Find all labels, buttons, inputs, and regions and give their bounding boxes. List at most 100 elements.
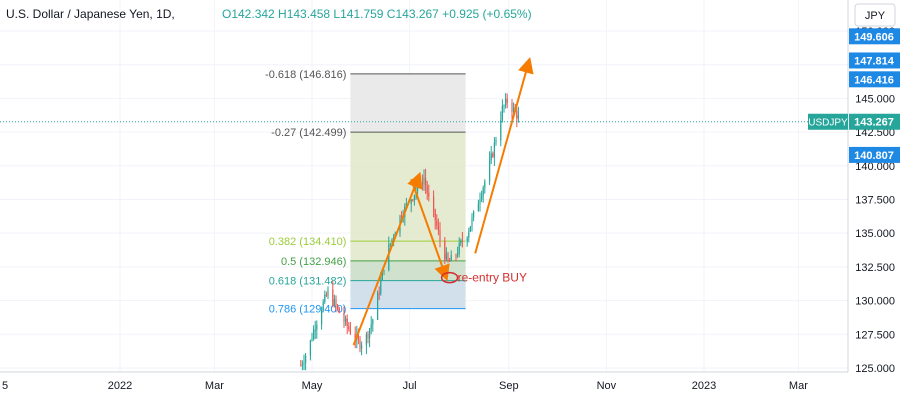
candle[interactable]: [516, 107, 518, 128]
candle[interactable]: [305, 353, 307, 371]
candle[interactable]: [325, 291, 327, 298]
candle[interactable]: [383, 269, 385, 276]
candle[interactable]: [482, 185, 484, 203]
candle[interactable]: [437, 218, 439, 236]
candle[interactable]: [337, 303, 339, 310]
candle[interactable]: [495, 137, 497, 146]
currency-button[interactable]: [854, 3, 896, 27]
trend-arrow-1[interactable]: [410, 178, 450, 282]
trend-arrow-0[interactable]: [352, 171, 423, 346]
symbol-title[interactable]: U.S. Dollar / Japanese Yen, 1D,: [6, 7, 175, 21]
candle[interactable]: [471, 213, 473, 232]
candle[interactable]: [447, 251, 449, 263]
candle[interactable]: [303, 354, 305, 371]
candle[interactable]: [345, 315, 347, 326]
candle[interactable]: [327, 286, 329, 299]
candle[interactable]: [481, 190, 483, 203]
candle[interactable]: [428, 184, 430, 202]
trend-arrow-2[interactable]: [474, 56, 534, 254]
candle[interactable]: [332, 280, 334, 308]
candle[interactable]: [372, 318, 374, 332]
price-tag-4[interactable]: [849, 146, 900, 163]
candle[interactable]: [314, 320, 316, 340]
candle[interactable]: [434, 208, 436, 230]
candle[interactable]: [349, 322, 351, 335]
candle[interactable]: [501, 99, 503, 123]
candle[interactable]: [449, 257, 451, 262]
candle[interactable]: [359, 335, 361, 353]
candle[interactable]: [468, 227, 470, 243]
candle-body: [447, 253, 449, 261]
candle[interactable]: [311, 332, 313, 342]
candle-body: [354, 333, 356, 341]
price-tag-2[interactable]: [849, 71, 900, 88]
price-tag-0[interactable]: [849, 28, 900, 45]
candle[interactable]: [469, 225, 471, 233]
candle[interactable]: [479, 192, 481, 212]
candle[interactable]: [343, 306, 345, 328]
candle[interactable]: [389, 242, 391, 248]
candle[interactable]: [410, 198, 412, 213]
candle[interactable]: [433, 190, 435, 218]
candle[interactable]: [439, 222, 441, 248]
candle[interactable]: [316, 320, 318, 339]
candle[interactable]: [378, 286, 380, 301]
price-tag-3[interactable]: [849, 113, 900, 130]
candle[interactable]: [477, 199, 479, 212]
candle[interactable]: [505, 93, 507, 109]
price-tag-1[interactable]: [849, 52, 900, 69]
candle[interactable]: [444, 237, 446, 264]
candle[interactable]: [458, 237, 460, 258]
candle[interactable]: [493, 137, 495, 166]
candle[interactable]: [425, 168, 427, 194]
candle[interactable]: [412, 199, 414, 202]
candle[interactable]: [490, 145, 492, 165]
candle[interactable]: [455, 253, 457, 262]
candle[interactable]: [421, 174, 423, 191]
candle[interactable]: [517, 106, 519, 123]
candle[interactable]: [466, 236, 468, 247]
candle[interactable]: [426, 180, 428, 200]
candle[interactable]: [473, 210, 475, 222]
reentry-circle[interactable]: [440, 271, 459, 284]
candle[interactable]: [354, 326, 356, 349]
candle-body: [506, 98, 508, 103]
candle[interactable]: [322, 299, 324, 313]
candle-body: [500, 120, 502, 141]
candle[interactable]: [445, 247, 447, 262]
candle[interactable]: [506, 93, 508, 109]
candle[interactable]: [423, 169, 425, 191]
candle[interactable]: [335, 295, 337, 313]
candle[interactable]: [301, 360, 303, 371]
candle[interactable]: [436, 214, 438, 230]
candle[interactable]: [511, 99, 513, 120]
candle[interactable]: [450, 250, 452, 262]
symbol-badge[interactable]: [808, 113, 848, 130]
candle[interactable]: [300, 359, 302, 367]
candle[interactable]: [457, 246, 459, 259]
candle[interactable]: [370, 316, 372, 335]
candle[interactable]: [489, 151, 491, 185]
candle[interactable]: [309, 339, 311, 361]
candle[interactable]: [324, 290, 326, 304]
candle[interactable]: [348, 322, 350, 332]
candle[interactable]: [460, 238, 462, 247]
candle[interactable]: [365, 331, 367, 355]
candle[interactable]: [503, 104, 505, 113]
candle[interactable]: [313, 325, 315, 341]
candle[interactable]: [369, 327, 371, 348]
candle[interactable]: [484, 179, 486, 194]
candle[interactable]: [346, 314, 348, 335]
candle[interactable]: [500, 111, 502, 147]
candle[interactable]: [367, 331, 369, 344]
candle[interactable]: [377, 290, 379, 320]
candle[interactable]: [461, 231, 463, 248]
candle[interactable]: [333, 294, 335, 308]
candle[interactable]: [321, 306, 323, 330]
candle[interactable]: [413, 194, 415, 206]
time-axis[interactable]: 5 2022 Mar May Jul Sep Nov 2023 Mar: [0, 371, 848, 392]
candle[interactable]: [338, 306, 340, 314]
candle[interactable]: [492, 151, 494, 159]
candle[interactable]: [361, 341, 363, 356]
